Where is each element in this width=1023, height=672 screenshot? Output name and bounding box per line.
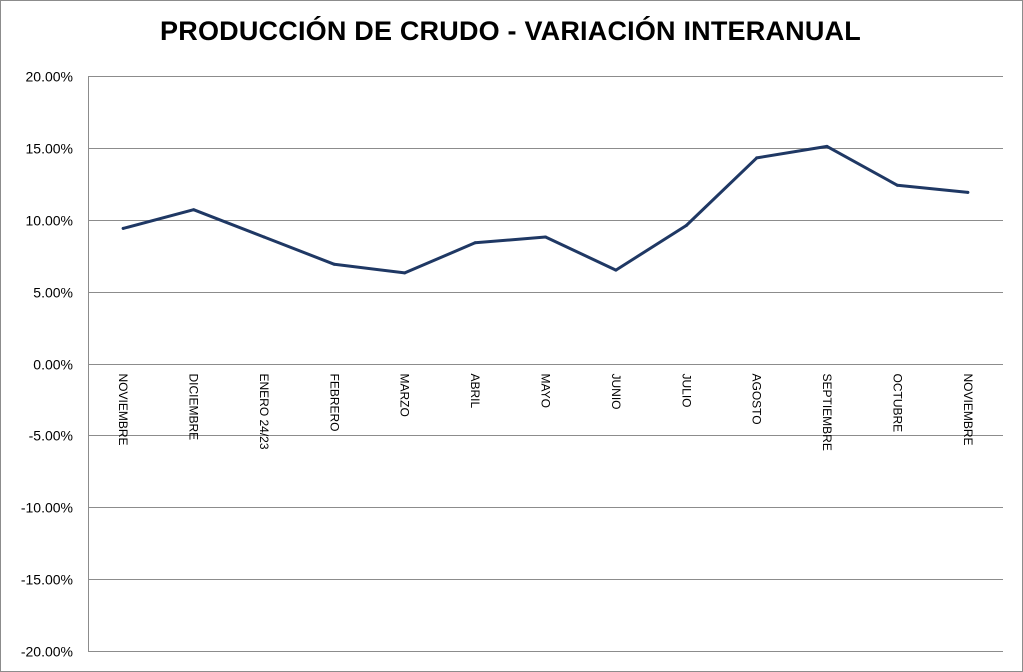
- data-point: [121, 226, 125, 230]
- data-point: [825, 144, 829, 148]
- x-tick-label: SEPTIEMBRE: [820, 374, 834, 451]
- data-point: [544, 235, 547, 239]
- data-point: [403, 271, 407, 275]
- data-point: [473, 241, 477, 245]
- x-tick-label: NOVIEMBRE: [961, 374, 975, 446]
- series-line: [121, 144, 970, 275]
- data-point: [192, 208, 196, 212]
- x-axis-ticks: NOVIEMBRE DICIEMBRE ENERO 24/23 FEBRERO MARZ…: [116, 374, 975, 451]
- x-tick-label: MARZO: [398, 374, 412, 417]
- y-tick-label: -10.00%: [21, 500, 73, 516]
- y-tick-label: 0.00%: [33, 357, 73, 373]
- y-tick-label: 15.00%: [26, 141, 73, 157]
- data-point: [332, 262, 336, 266]
- data-point: [755, 156, 759, 160]
- x-tick-label: OCTUBRE: [890, 374, 904, 433]
- data-point: [262, 235, 266, 239]
- x-tick-label: MAYO: [539, 374, 553, 408]
- y-tick-label: -20.00%: [21, 644, 73, 660]
- x-tick-label: JULIO: [679, 374, 693, 408]
- x-tick-label: NOVIEMBRE: [116, 374, 130, 446]
- y-tick-label: 20.00%: [26, 69, 73, 85]
- x-tick-label: ENERO 24/23: [257, 374, 271, 450]
- plot-area: [121, 144, 970, 275]
- x-tick-label: JUNIO: [609, 374, 623, 410]
- y-tick-label: 10.00%: [26, 213, 73, 229]
- y-tick-label: -5.00%: [29, 428, 73, 444]
- chart-title: PRODUCCIÓN DE CRUDO - VARIACIÓN INTERANU…: [160, 16, 861, 46]
- y-tick-label: -15.00%: [21, 572, 73, 588]
- data-point: [895, 183, 899, 187]
- x-tick-label: AGOSTO: [750, 374, 764, 425]
- y-axis-ticks: 20.00% 15.00% 10.00% 5.00% 0.00% -5.00% -10.00…: [21, 69, 73, 660]
- gridlines: [88, 76, 1003, 652]
- data-point: [684, 224, 688, 227]
- y-tick-label: 5.00%: [33, 285, 73, 301]
- x-tick-label: FEBRERO: [327, 374, 341, 432]
- data-point: [966, 190, 970, 194]
- x-tick-label: DICIEMBRE: [187, 374, 201, 441]
- data-point: [614, 268, 618, 272]
- x-tick-label: ABRIL: [468, 374, 482, 409]
